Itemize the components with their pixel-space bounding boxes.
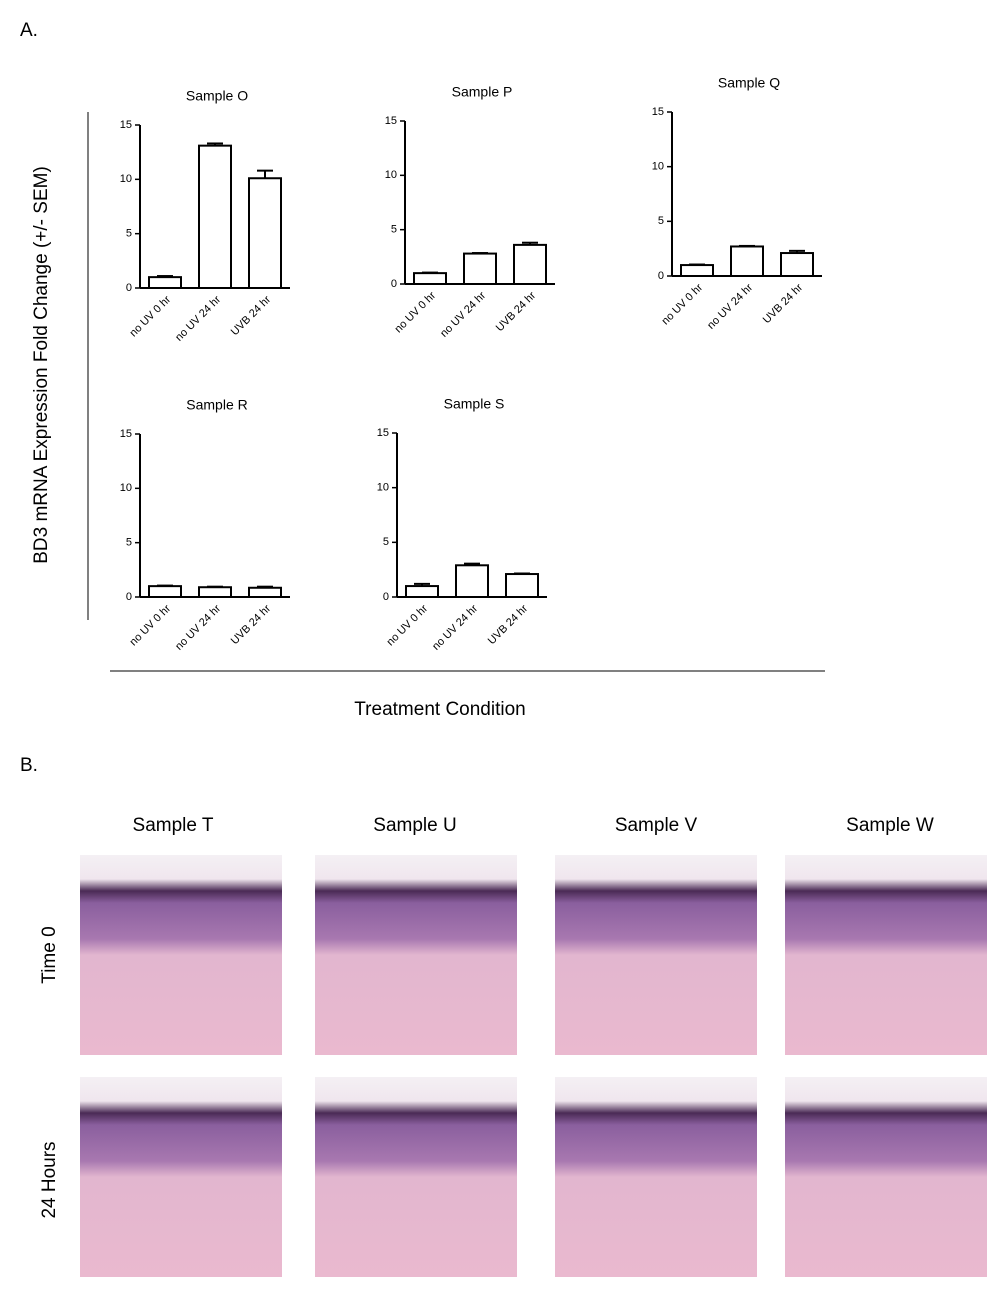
x-tick-label: UVB 24 hr: [761, 281, 806, 326]
bar: [505, 573, 539, 598]
x-tick-label: no UV 24 hr: [173, 602, 223, 652]
x-tick-label: no UV 24 hr: [705, 281, 755, 331]
bar: [413, 272, 447, 285]
bar: [513, 243, 547, 286]
x-tick-label: UVB 24 hr: [229, 602, 274, 647]
y-tick-label: 15: [385, 115, 397, 127]
x-tick-label: no UV 24 hr: [430, 602, 480, 652]
y-tick-label: 5: [126, 537, 132, 549]
bar: [463, 252, 497, 285]
bar: [198, 144, 232, 289]
bar: [248, 177, 282, 290]
y-tick-label: 0: [126, 282, 132, 294]
column-title: Sample W: [846, 815, 934, 836]
x-tick-label: no UV 0 hr: [660, 281, 706, 327]
y-tick-label: 5: [126, 228, 132, 240]
y-tick-label: 0: [126, 591, 132, 603]
row-label: Time 0: [39, 926, 60, 983]
bar: [148, 585, 182, 599]
y-tick-label: 0: [383, 591, 389, 603]
x-tick-label: no UV 0 hr: [128, 293, 174, 339]
chart-title: Sample P: [452, 84, 513, 100]
bar: [198, 586, 232, 598]
bar: [730, 245, 764, 277]
x-tick-label: no UV 24 hr: [173, 293, 223, 343]
chart-title: Sample O: [186, 88, 248, 104]
panel-label: A.: [20, 20, 38, 41]
y-tick-label: 15: [377, 427, 389, 439]
bar: [405, 585, 439, 598]
x-tick-label: UVB 24 hr: [229, 293, 274, 338]
x-tick-label: UVB 24 hr: [494, 289, 539, 334]
y-tick-label: 0: [658, 270, 664, 282]
bar: [148, 276, 182, 289]
x-tick-label: no UV 0 hr: [128, 602, 174, 648]
y-tick-label: 15: [120, 428, 132, 440]
column-title: Sample U: [373, 815, 456, 836]
y-tick-label: 5: [658, 215, 664, 227]
chart-title: Sample Q: [718, 75, 780, 91]
y-axis-label: BD3 mRNA Expression Fold Change (+/- SEM…: [31, 166, 52, 564]
histology-image: [315, 855, 517, 1055]
y-tick-label: 15: [652, 106, 664, 118]
x-axis-label: Treatment Condition: [354, 699, 525, 720]
histology-image: [80, 1077, 282, 1277]
bar: [680, 264, 714, 278]
y-tick-label: 10: [385, 169, 397, 181]
y-tick-label: 15: [120, 119, 132, 131]
x-tick-label: no UV 0 hr: [393, 289, 439, 335]
panel-label: B.: [20, 755, 38, 776]
x-tick-label: no UV 24 hr: [438, 289, 488, 339]
chart-title: Sample S: [444, 396, 505, 412]
bar: [455, 564, 489, 599]
histology-image: [555, 855, 757, 1055]
y-tick-label: 10: [377, 482, 389, 494]
histology-image: [315, 1077, 517, 1277]
chart-title: Sample R: [186, 397, 247, 413]
column-title: Sample T: [133, 815, 214, 836]
bar: [248, 586, 282, 598]
bar: [780, 252, 814, 277]
histology-image: [555, 1077, 757, 1277]
x-tick-label: UVB 24 hr: [486, 602, 531, 647]
column-title: Sample V: [615, 815, 698, 836]
histology-grid: [80, 855, 987, 1277]
y-tick-label: 5: [391, 224, 397, 236]
x-tick-label: no UV 0 hr: [385, 602, 431, 648]
row-label: 24 Hours: [39, 1141, 60, 1218]
y-tick-label: 5: [383, 536, 389, 548]
histology-image: [785, 1077, 987, 1277]
y-tick-label: 10: [652, 161, 664, 173]
histology-image: [785, 855, 987, 1055]
y-tick-label: 10: [120, 173, 132, 185]
histology-image: [80, 855, 282, 1055]
y-tick-label: 10: [120, 482, 132, 494]
y-tick-label: 0: [391, 278, 397, 290]
